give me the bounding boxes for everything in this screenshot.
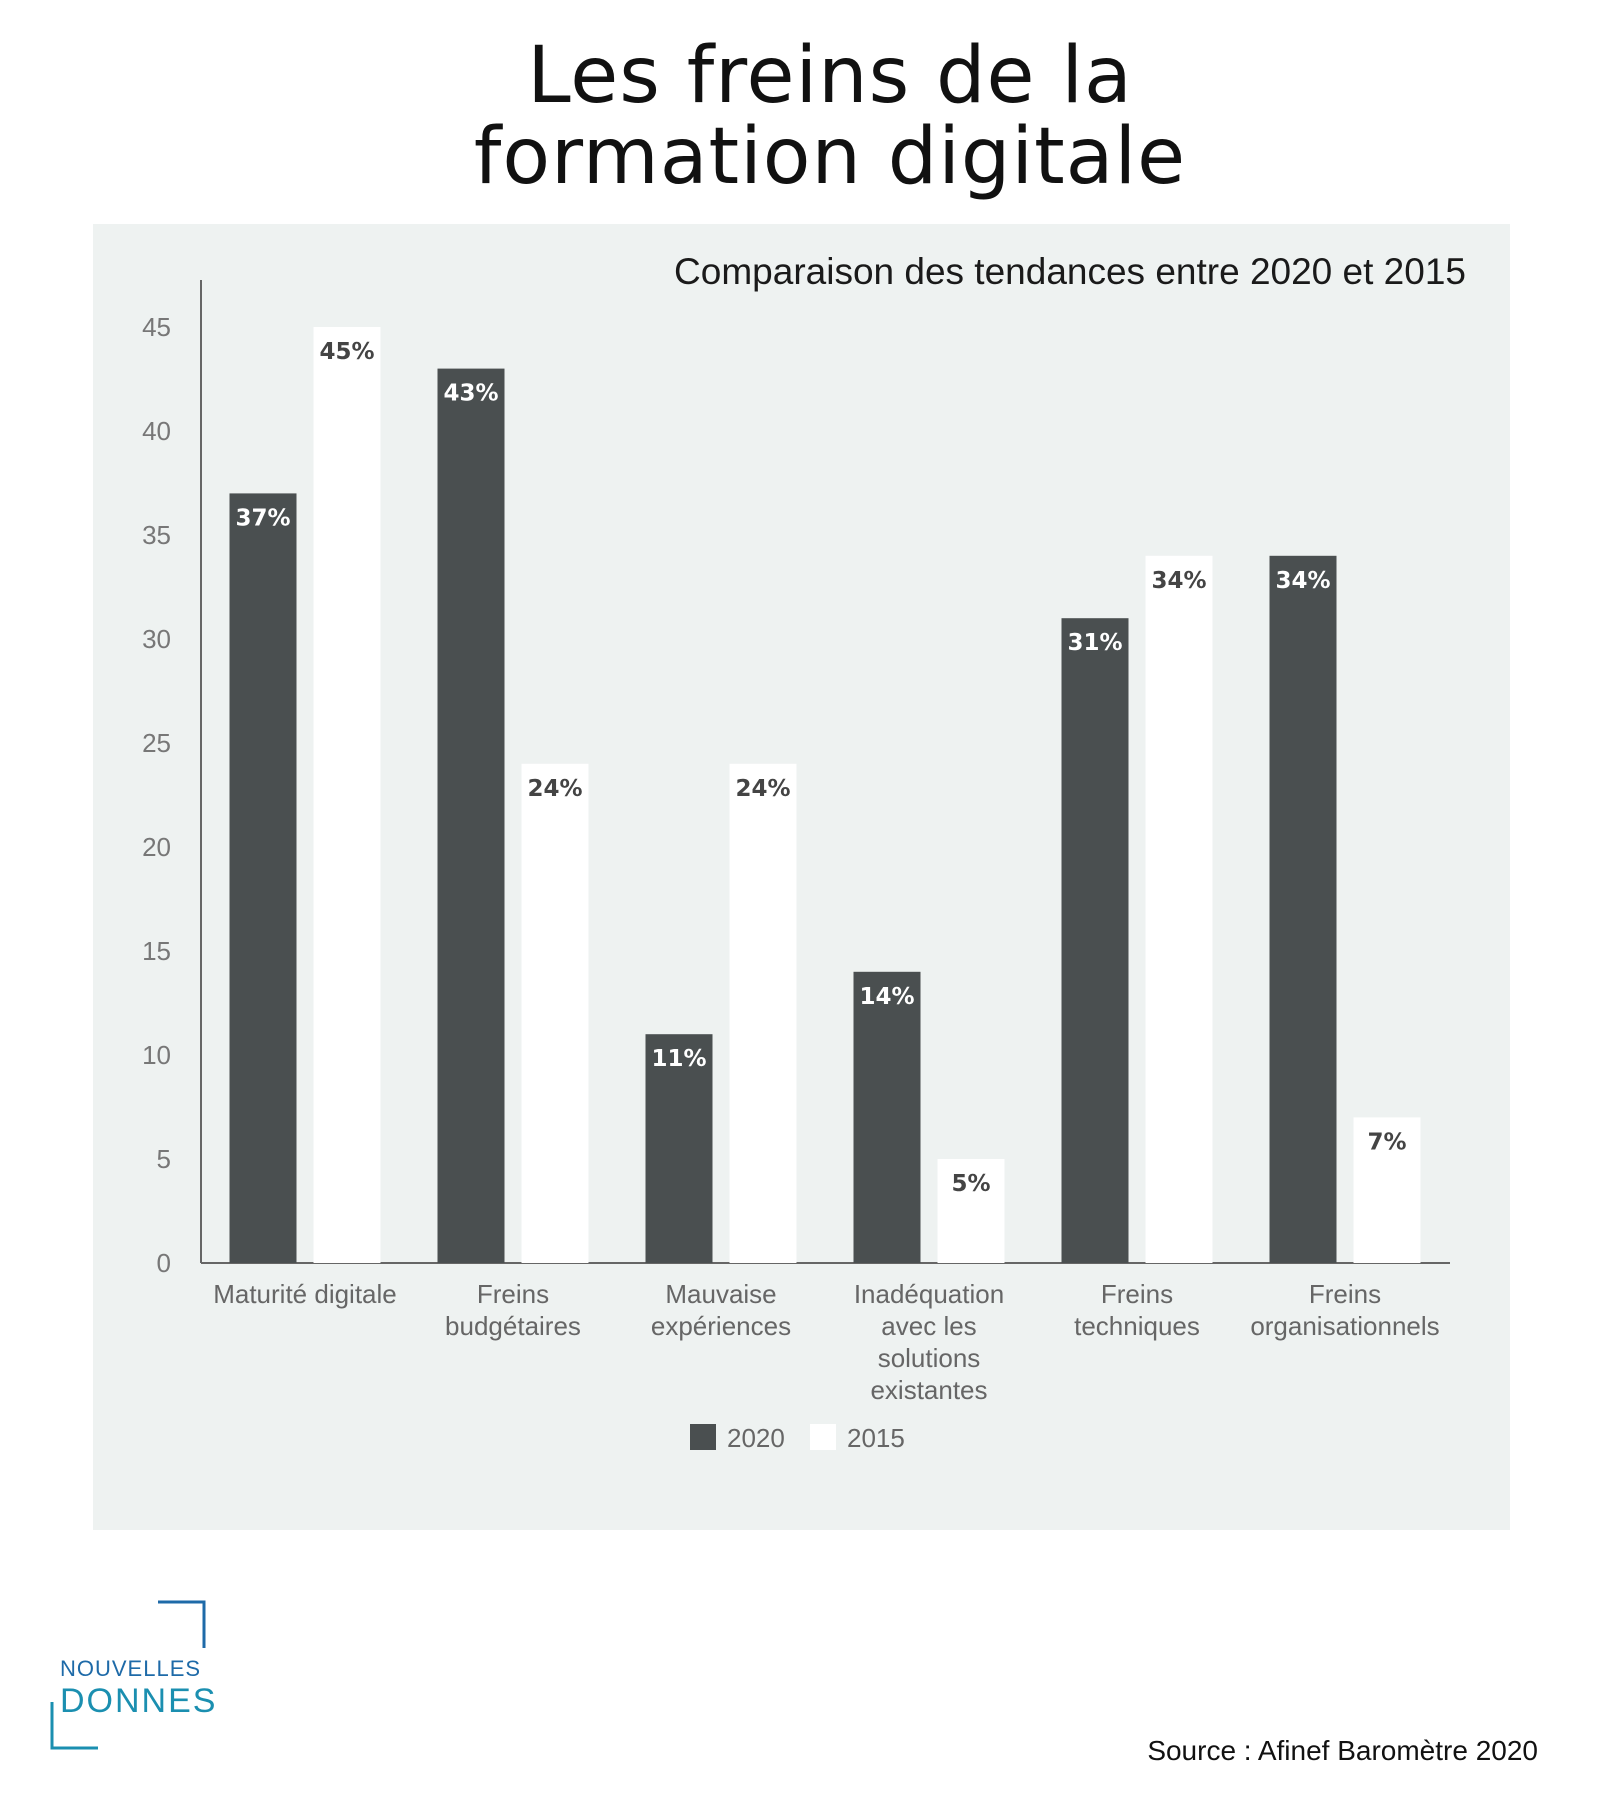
y-tick-label: 25: [142, 728, 171, 758]
bar-2015: [729, 763, 797, 1263]
data-label-2015: 24%: [527, 776, 582, 802]
x-category-label: Freins: [1309, 1279, 1381, 1309]
bar-chart: Comparaison des tendances entre 2020 et …: [142, 251, 1466, 1453]
y-tick-label: 45: [142, 312, 171, 342]
bar-2020: [645, 1034, 713, 1263]
data-label-2020: 11%: [651, 1046, 706, 1072]
bar-2020: [1061, 618, 1129, 1263]
data-label-2015: 45%: [319, 339, 374, 365]
bar-2020: [229, 493, 297, 1263]
logo-line-1: NOUVELLES: [60, 1656, 202, 1681]
y-tick-label: 20: [142, 832, 171, 862]
x-category-label: Freins: [1101, 1279, 1173, 1309]
bar-2020: [1269, 555, 1337, 1263]
bar-2015: [313, 327, 381, 1263]
bar-2020: [437, 368, 505, 1264]
x-category-label: budgétaires: [445, 1311, 581, 1341]
source-note: Source : Afinef Baromètre 2020: [1147, 1735, 1538, 1766]
x-category-label: Freins: [477, 1279, 549, 1309]
y-tick-label: 40: [142, 416, 171, 446]
x-category-label: techniques: [1074, 1311, 1200, 1341]
bar-2015: [1145, 555, 1213, 1263]
logo-line-2: DONNES: [60, 1682, 218, 1720]
page-title: Les freins de la formation digitale: [0, 36, 1599, 198]
x-category-label: avec les: [881, 1311, 976, 1341]
nouvelles-donnes-logo: NOUVELLES DONNES: [48, 1598, 215, 1752]
y-tick-label: 35: [142, 520, 171, 550]
y-tick-label: 30: [142, 624, 171, 654]
x-category-label: solutions: [878, 1343, 981, 1373]
data-label-2015: 7%: [1367, 1129, 1406, 1155]
data-label-2020: 14%: [859, 984, 914, 1010]
x-category-label: organisationnels: [1250, 1311, 1439, 1341]
y-tick-label: 5: [157, 1144, 171, 1174]
chart-panel: Comparaison des tendances entre 2020 et …: [93, 224, 1510, 1530]
legend-label-2020: 2020: [727, 1423, 785, 1453]
title-line-2: formation digitale: [473, 112, 1187, 202]
chart-subtitle: Comparaison des tendances entre 2020 et …: [674, 251, 1466, 292]
x-category-label: Inadéquation: [854, 1279, 1004, 1309]
bar-2015: [937, 1159, 1005, 1263]
data-label-2020: 37%: [235, 505, 290, 531]
data-label-2015: 34%: [1151, 568, 1206, 594]
y-tick-label: 15: [142, 936, 171, 966]
x-category-label: Mauvaise: [665, 1279, 776, 1309]
data-label-2020: 34%: [1275, 568, 1330, 594]
legend-swatch-2020: [690, 1424, 716, 1450]
legend-swatch-2015: [810, 1424, 836, 1450]
bar-2020: [853, 971, 921, 1263]
logo-frame-icon: [50, 1600, 206, 1750]
data-label-2020: 31%: [1067, 630, 1122, 656]
legend-label-2015: 2015: [847, 1423, 905, 1453]
x-category-label: Maturité digitale: [213, 1279, 397, 1309]
bar-2015: [1353, 1117, 1421, 1263]
bar-2015: [521, 763, 589, 1263]
title-line-1: Les freins de la: [527, 31, 1133, 121]
x-category-label: existantes: [870, 1375, 987, 1405]
data-label-2015: 24%: [735, 776, 790, 802]
x-category-label: expériences: [651, 1311, 791, 1341]
data-label-2020: 43%: [443, 381, 498, 407]
y-tick-label: 0: [157, 1248, 171, 1278]
y-tick-label: 10: [142, 1040, 171, 1070]
data-label-2015: 5%: [951, 1171, 990, 1197]
